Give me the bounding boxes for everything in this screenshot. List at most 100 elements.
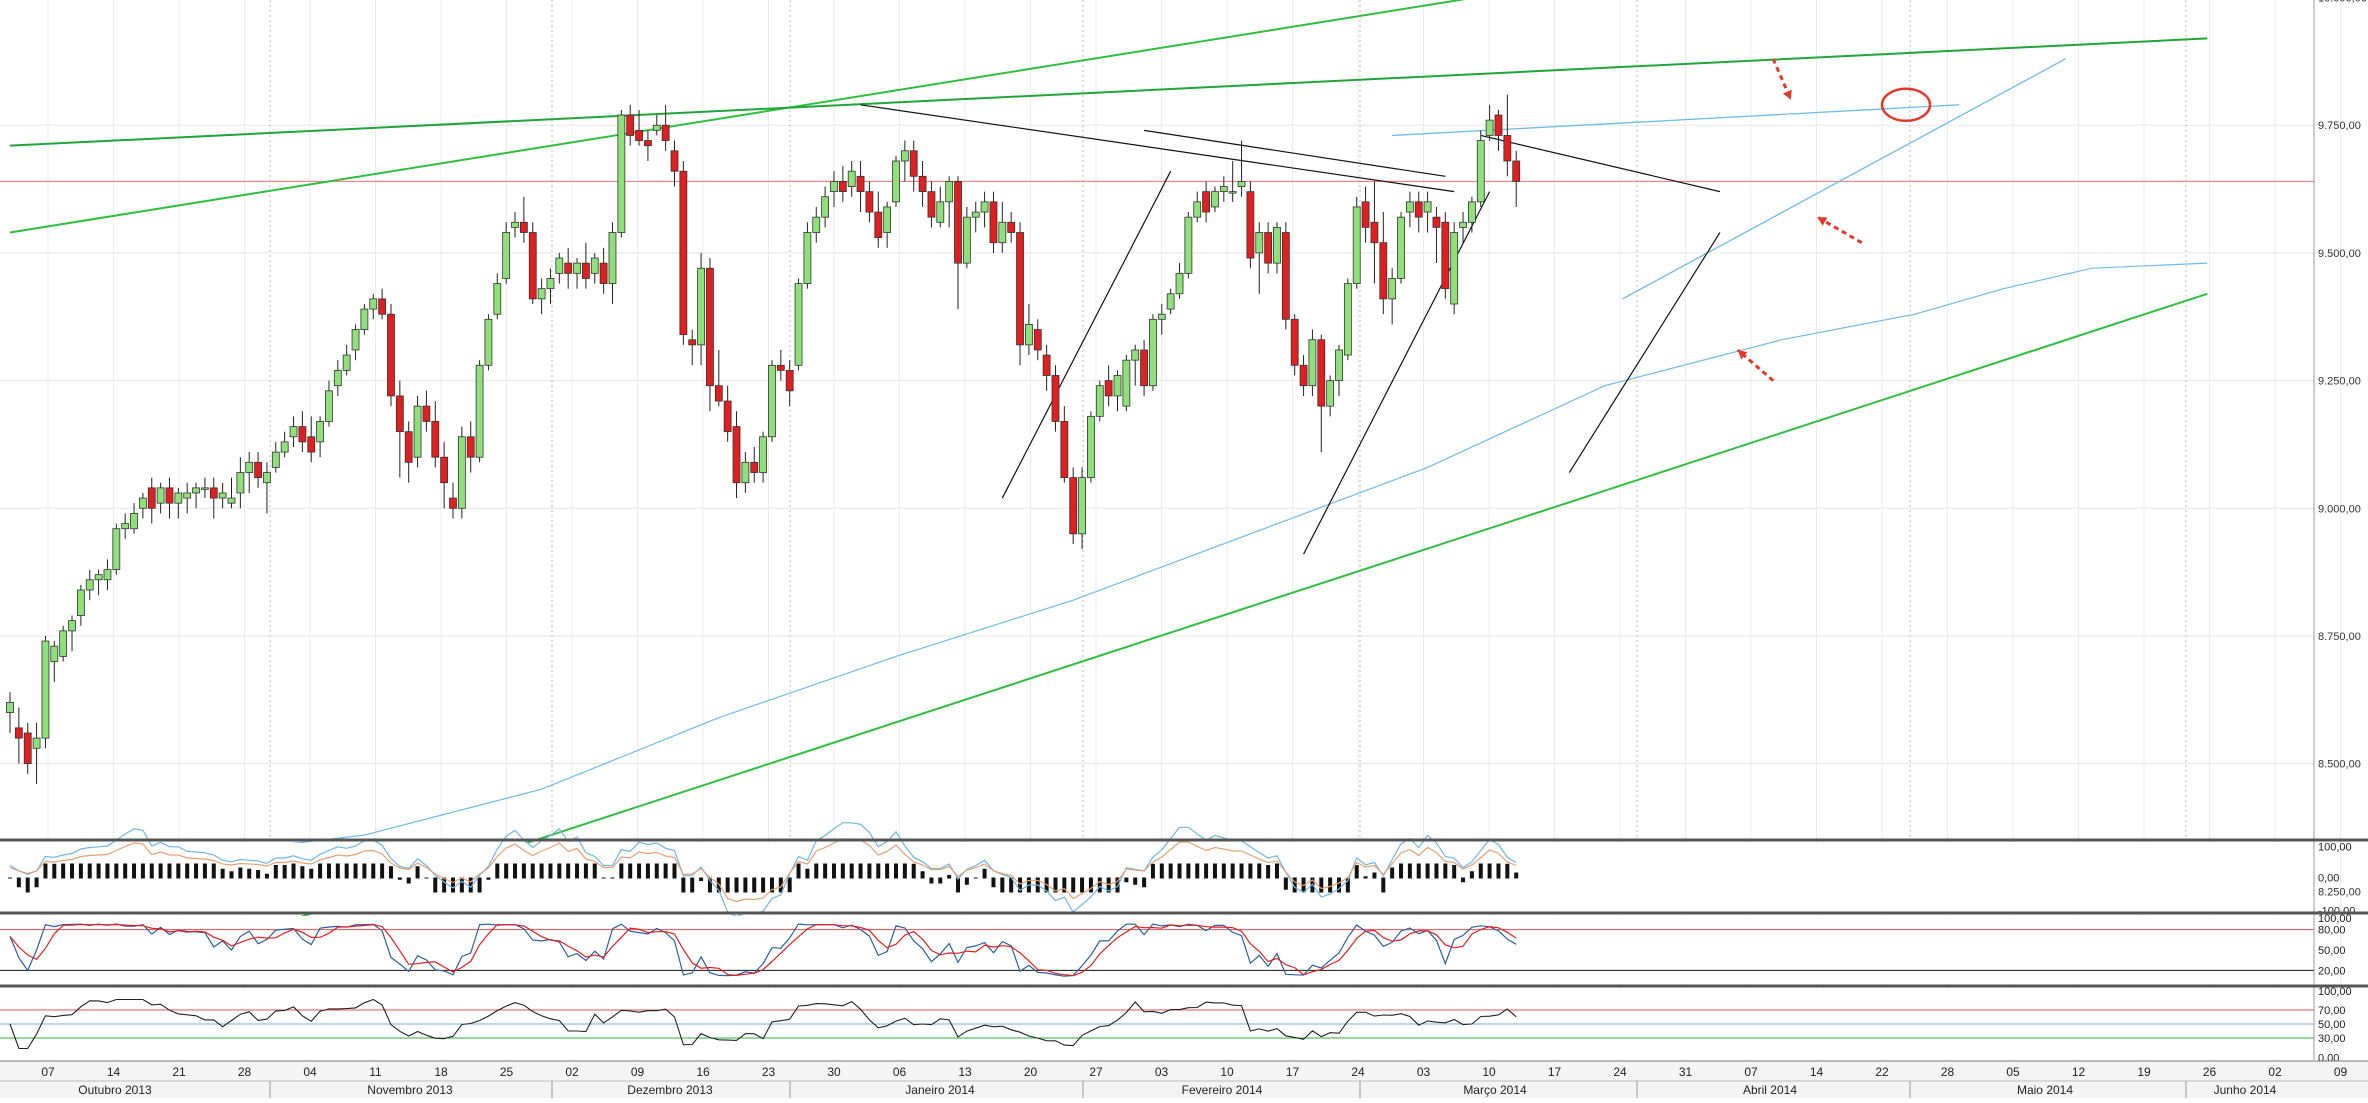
candle [626, 104, 635, 146]
date-axis-bg [0, 1061, 2368, 1098]
candle [1060, 406, 1069, 483]
macd-histogram-bar [1204, 863, 1209, 879]
candle [165, 477, 174, 519]
candle-body-down [1051, 375, 1060, 422]
macd-histogram-bar [1337, 877, 1341, 893]
candle-body-down [732, 426, 741, 484]
macd-histogram-bar [1274, 863, 1279, 879]
candle-body-up [883, 206, 892, 233]
macd-histogram-bar [947, 875, 952, 879]
macd-histogram-bar [176, 863, 181, 879]
date-tick-label: 21 [172, 1065, 186, 1079]
macd-histogram-bar [424, 877, 429, 879]
candle-body-up [1485, 119, 1494, 136]
candle-body-down [528, 232, 537, 300]
candle-body-down [254, 461, 262, 479]
rsi-panel-tick-label: 70,00 [2318, 1005, 2346, 1017]
date-tick-label: 19 [2137, 1065, 2151, 1079]
candle-body-down [1503, 135, 1512, 162]
candle-body-down [1414, 201, 1423, 218]
candle-body-up [1255, 232, 1264, 254]
candle-body-up [218, 492, 227, 499]
macd-histogram-bar [1328, 877, 1333, 893]
macd-histogram-bar [982, 868, 987, 879]
candle [1423, 191, 1432, 233]
macd-histogram-bar [309, 868, 314, 879]
macd-panel-tick-label: 0,00 [2318, 873, 2339, 885]
macd-histogram-bar [52, 863, 57, 879]
candle [271, 441, 280, 473]
macd-histogram-bar [1186, 863, 1191, 879]
candle [830, 171, 838, 207]
macd-histogram-bar [486, 877, 491, 880]
candle [1211, 186, 1219, 213]
candle [1343, 278, 1352, 361]
candle-body-up [900, 150, 909, 162]
candle-body-up [1459, 221, 1467, 228]
candle [387, 303, 395, 407]
candle-body-down [307, 436, 316, 453]
candle-body-up [121, 523, 130, 530]
candle-body-up [138, 497, 147, 509]
macd-histogram-bar [548, 863, 553, 879]
candle [1414, 191, 1423, 233]
macd-histogram-bar [43, 863, 48, 879]
candle [85, 569, 94, 601]
candle [413, 395, 422, 468]
macd-histogram-bar [1009, 877, 1014, 893]
macd-histogram-bar [1195, 863, 1200, 879]
candle-body-down [1432, 216, 1441, 228]
candle [1281, 222, 1290, 330]
candle-body-up [351, 329, 360, 351]
candle-body-up [546, 278, 555, 290]
candle-body-up [1219, 186, 1228, 193]
candle [519, 196, 528, 243]
candle-body-up [245, 461, 254, 473]
candle-body-down [466, 436, 475, 458]
candle [670, 140, 679, 187]
date-tick-label: 28 [1941, 1065, 1955, 1079]
candle [1042, 344, 1051, 391]
candle-body-down [1007, 221, 1016, 233]
candle [1468, 196, 1476, 233]
candle [1405, 191, 1414, 228]
date-tick-label: 25 [500, 1065, 514, 1079]
date-tick-label: 16 [696, 1065, 710, 1079]
macd-histogram-bar [123, 863, 128, 879]
macd-histogram-bar [291, 863, 296, 879]
price-tick-label: 9.500,00 [2318, 248, 2361, 260]
macd-histogram-bar [326, 863, 331, 879]
macd-histogram-bar [725, 877, 730, 893]
macd-histogram-bar [415, 866, 420, 879]
macd-histogram-bar [167, 863, 172, 879]
macd-histogram-bar [1053, 877, 1058, 893]
candle [378, 288, 387, 320]
stochastic-panel [0, 916, 2314, 984]
macd-histogram-bar [619, 863, 624, 879]
macd-histogram-bar [451, 877, 455, 893]
candle [723, 385, 732, 442]
macd-histogram-bar [601, 877, 606, 879]
macd-histogram-bar [96, 863, 101, 879]
candle [404, 421, 413, 483]
candle [41, 635, 50, 749]
candle [201, 477, 209, 499]
macd-histogram-bar [1390, 867, 1395, 879]
macd-histogram-bar [1381, 877, 1386, 893]
candle [1157, 303, 1166, 335]
date-tick-label: 30 [827, 1065, 841, 1079]
macd-histogram-bar [1212, 863, 1217, 879]
candle-body-down [626, 114, 635, 136]
candle-body-down [449, 497, 457, 509]
candle-body-down [1246, 191, 1255, 259]
date-tick-label: 13 [958, 1065, 972, 1079]
candle [254, 452, 262, 488]
candle-body-down [582, 262, 590, 279]
candle-body-up [68, 620, 76, 632]
candle-body-down [564, 262, 573, 274]
date-tick-label: 31 [1679, 1065, 1693, 1079]
candle [1246, 181, 1255, 269]
candle [528, 222, 537, 304]
macd-histogram-bar [362, 863, 367, 879]
